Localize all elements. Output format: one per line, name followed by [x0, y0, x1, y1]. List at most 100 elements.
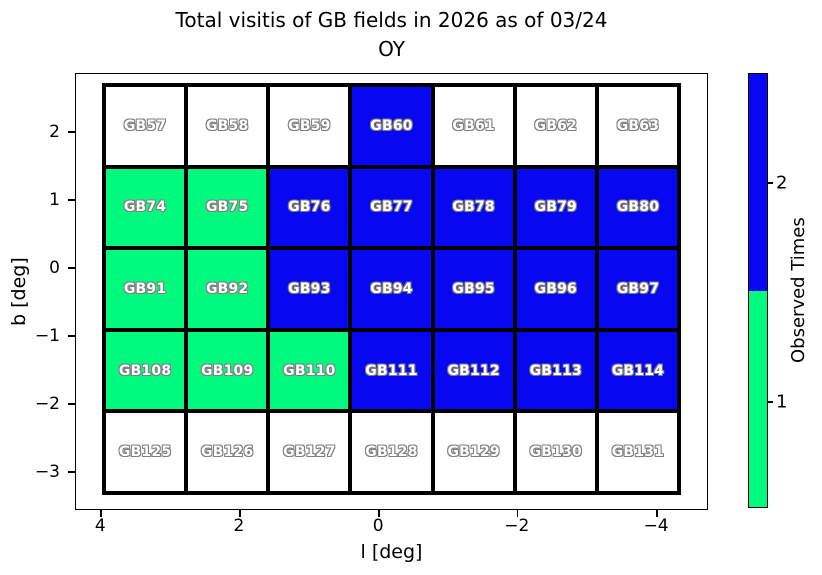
x-tick-mark: [656, 510, 658, 517]
x-tick-mark: [238, 510, 241, 517]
field-cell-label: GB75: [205, 199, 249, 216]
x-tick-mark: [378, 510, 380, 517]
field-cell-label: GB112: [447, 362, 500, 379]
plot-area: GB57 GB58 GB59 GB60 GB61 GB62 GB63 GB74 GB75 GB76…: [75, 73, 708, 510]
field-cell-GB125: GB125: [104, 411, 187, 493]
x-tick-label: −2: [504, 516, 530, 536]
y-tick-label: 2: [49, 121, 60, 142]
x-tick-label: 4: [94, 516, 106, 536]
y-axis-label: b [deg]: [8, 257, 30, 326]
y-tick-mark: [68, 403, 75, 405]
field-cell-label: GB60: [370, 117, 413, 134]
field-cell-label: GB62: [534, 117, 577, 134]
field-cell-label: GB130: [529, 444, 582, 461]
field-cell-label: GB80: [616, 199, 660, 216]
field-cell-label: GB126: [201, 444, 254, 461]
field-cell-label: GB91: [123, 280, 167, 297]
y-tick-label: −1: [34, 326, 60, 347]
field-cell-GB108: GB108: [104, 329, 187, 412]
field-cell-label: GB131: [611, 444, 665, 461]
field-cell-label: GB59: [288, 117, 331, 134]
x-tick-mark: [100, 510, 102, 517]
field-cell-label: GB127: [283, 444, 336, 461]
field-cell-GB97: GB97: [596, 248, 679, 330]
field-cell-label: GB74: [123, 199, 167, 216]
y-tick-mark: [68, 199, 75, 201]
field-cell-GB128: GB128: [350, 411, 433, 493]
field-cell-GB61: GB61: [432, 85, 515, 167]
field-cell-label: GB128: [365, 444, 418, 461]
colorbar-segment: [749, 290, 767, 507]
y-tick-label: −3: [34, 461, 60, 482]
field-cell-GB113: GB113: [514, 329, 597, 412]
field-cell-GB109: GB109: [186, 329, 269, 412]
chart-title-line-1: Total visitis of GB fields in 2026 as of…: [175, 8, 608, 32]
field-cell-label: GB63: [616, 117, 660, 134]
field-cell-label: GB125: [118, 444, 172, 461]
colorbar-tick-mark: [768, 182, 773, 184]
field-cell-label: GB108: [118, 362, 172, 379]
field-cell-GB75: GB75: [186, 166, 269, 249]
field-grid: GB57 GB58 GB59 GB60 GB61 GB62 GB63 GB74 GB75 GB76…: [102, 83, 681, 495]
field-cell-GB114: GB114: [596, 329, 679, 412]
field-cell-GB57: GB57: [104, 85, 187, 167]
field-cell-GB63: GB63: [596, 85, 679, 167]
field-cell-GB131: GB131: [596, 411, 679, 493]
colorbar-label: Observed Times: [788, 217, 809, 364]
field-cell-label: GB96: [534, 280, 577, 297]
field-cell-label: GB114: [611, 362, 665, 379]
y-tick-mark: [68, 335, 75, 337]
field-cell-label: GB92: [205, 280, 249, 297]
field-cell-GB110: GB110: [268, 329, 351, 412]
field-cell-GB91: GB91: [104, 248, 187, 330]
field-cell-label: GB61: [452, 117, 495, 134]
chart-title-line-2: OY: [378, 37, 405, 61]
field-cell-GB92: GB92: [186, 248, 269, 330]
x-tick-label: 2: [233, 516, 245, 536]
field-cell-GB126: GB126: [186, 411, 269, 493]
field-cell-label: GB97: [616, 280, 660, 297]
y-tick-label: 0: [49, 257, 60, 278]
field-cell-GB79: GB79: [514, 166, 597, 249]
field-cell-label: GB77: [370, 199, 413, 216]
field-cell-GB112: GB112: [432, 329, 515, 412]
y-tick-label: 1: [49, 190, 60, 211]
colorbar-tick-label: 1: [776, 391, 788, 413]
field-cell-GB76: GB76: [268, 166, 351, 249]
colorbar-tick-label: 2: [776, 172, 788, 194]
x-tick-label: −4: [643, 516, 669, 536]
field-cell-GB62: GB62: [514, 85, 597, 167]
y-tick-label: −2: [34, 393, 60, 414]
field-cell-label: GB94: [370, 280, 413, 297]
field-cell-label: GB57: [123, 117, 167, 134]
colorbar-tick-mark: [768, 401, 773, 403]
field-cell-label: GB95: [452, 280, 495, 297]
field-cell-GB80: GB80: [596, 166, 679, 249]
field-cell-label: GB113: [529, 362, 582, 379]
field-cell-GB74: GB74: [104, 166, 187, 249]
field-cell-GB127: GB127: [268, 411, 351, 493]
colorbar-segment: [749, 74, 767, 291]
field-cell-label: GB109: [201, 362, 254, 379]
field-cell-label: GB76: [288, 199, 331, 216]
x-tick-mark: [516, 510, 519, 517]
x-tick-label: 0: [372, 516, 384, 536]
field-cell-GB93: GB93: [268, 248, 351, 330]
field-cell-GB111: GB111: [350, 329, 433, 412]
field-cell-GB94: GB94: [350, 248, 433, 330]
field-cell-GB59: GB59: [268, 85, 351, 167]
x-axis-label: l [deg]: [360, 541, 423, 563]
chart-title: Total visitis of GB fields in 2026 as of…: [75, 6, 708, 64]
field-cell-label: GB79: [534, 199, 577, 216]
field-cell-GB130: GB130: [514, 411, 597, 493]
field-cell-GB58: GB58: [186, 85, 269, 167]
field-cell-GB95: GB95: [432, 248, 515, 330]
field-cell-label: GB110: [283, 362, 336, 379]
y-tick-mark: [68, 471, 75, 473]
field-cell-GB78: GB78: [432, 166, 515, 249]
field-cell-GB77: GB77: [350, 166, 433, 249]
field-cell-label: GB58: [205, 117, 249, 134]
y-tick-mark: [68, 267, 75, 269]
field-cell-label: GB78: [452, 199, 495, 216]
